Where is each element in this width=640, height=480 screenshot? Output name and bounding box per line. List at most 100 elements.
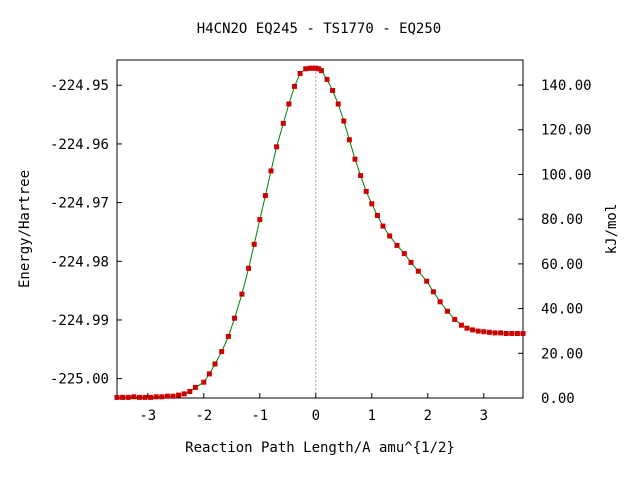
data-point: [498, 330, 504, 336]
data-point: [514, 331, 520, 336]
y2-tick-label: 100.00: [541, 167, 592, 183]
y-tick-label: -225.00: [50, 372, 109, 388]
data-point: [246, 265, 252, 271]
x-tick-label: 0: [312, 408, 320, 424]
data-point: [257, 217, 263, 223]
data-point: [239, 291, 245, 297]
y-axis-right: 140.00 120.00 100.00 80.00 60.00 40.00 20.00 0.…: [518, 78, 592, 407]
data-point: [181, 391, 187, 397]
data-point: [307, 65, 313, 71]
y-tick-label: -224.95: [50, 78, 109, 94]
x-tick-label: -3: [139, 408, 156, 424]
data-point: [206, 371, 212, 377]
y-tick-label: -224.99: [50, 313, 109, 329]
chart-title: H4CN2O EQ245 - TS1770 - EQ250: [197, 21, 441, 37]
y2-tick-label: 120.00: [541, 123, 592, 139]
data-point: [159, 394, 165, 400]
y-tick-label: -224.96: [50, 137, 109, 153]
data-point: [120, 394, 126, 400]
data-point: [374, 213, 380, 218]
data-point: [192, 384, 198, 390]
data-point: [274, 144, 280, 150]
y-axis-label-right: kJ/mol: [604, 204, 620, 255]
y-tick-label: -224.98: [50, 254, 109, 270]
data-point: [503, 331, 509, 336]
data-point: [444, 308, 450, 314]
data-point: [114, 394, 120, 400]
x-axis-label: Reaction Path Length/A amu^{1/2}: [185, 440, 455, 456]
data-point: [408, 259, 414, 265]
data-point: [486, 329, 492, 335]
data-point: [415, 268, 421, 274]
data-point: [346, 137, 352, 143]
data-point: [394, 242, 400, 248]
y2-tick-label: 20.00: [541, 346, 583, 362]
x-tick-label: -2: [195, 408, 212, 424]
data-point: [492, 330, 498, 336]
y2-tick-label: 40.00: [541, 302, 583, 318]
data-point: [303, 66, 309, 72]
data-point: [458, 322, 464, 328]
data-point: [520, 331, 526, 336]
data-point: [201, 379, 207, 385]
y2-tick-label: 60.00: [541, 257, 583, 273]
data-point: [509, 331, 515, 336]
data-point: [475, 328, 481, 334]
data-point: [251, 241, 257, 247]
y2-tick-label: 80.00: [541, 212, 583, 228]
data-point: [219, 349, 225, 355]
plot-area: [116, 59, 524, 399]
y2-tick-label: 140.00: [541, 78, 592, 94]
data-point: [225, 333, 231, 339]
energy-curve-line: [117, 67, 523, 398]
y2-tick-label: 0.00: [541, 391, 575, 407]
data-point: [464, 325, 470, 331]
data-point: [387, 233, 393, 239]
energy-curve-points: [114, 65, 526, 400]
data-point: [125, 394, 131, 400]
data-point: [153, 394, 159, 400]
data-point: [330, 88, 336, 93]
data-point: [481, 329, 487, 335]
y-axis-left: -224.95 -224.96 -224.97 -224.98 -224.99 -225.…: [50, 78, 122, 388]
data-point: [316, 66, 322, 72]
data-point: [424, 278, 430, 284]
data-point: [430, 289, 436, 295]
data-point: [297, 71, 303, 76]
data-point: [131, 394, 137, 400]
data-point: [292, 83, 297, 89]
data-point: [176, 392, 182, 398]
data-point: [280, 120, 286, 126]
data-point: [164, 393, 170, 399]
data-point: [212, 361, 218, 367]
data-point: [286, 101, 292, 107]
data-point: [324, 76, 330, 82]
data-point: [363, 188, 369, 194]
data-point: [352, 156, 358, 162]
data-point: [232, 315, 238, 321]
data-point: [401, 251, 407, 257]
data-point: [310, 65, 316, 71]
x-tick-label: 2: [424, 408, 432, 424]
y-axis-label-left: Energy/Hartree: [17, 170, 33, 288]
data-point: [187, 389, 193, 394]
data-point: [437, 299, 443, 305]
data-point: [313, 65, 319, 71]
data-point: [358, 173, 364, 179]
data-point: [470, 327, 476, 333]
data-point: [170, 393, 176, 399]
data-point: [318, 68, 324, 74]
data-point: [268, 168, 274, 174]
x-tick-label: -1: [251, 408, 268, 424]
x-tick-label: 1: [368, 408, 376, 424]
x-tick-label: 3: [480, 408, 488, 424]
data-point: [148, 394, 154, 400]
data-point: [369, 201, 375, 207]
data-point: [262, 193, 268, 199]
y-tick-label: -224.97: [50, 196, 109, 212]
data-point: [452, 316, 458, 322]
data-point: [136, 394, 142, 400]
data-point: [380, 223, 386, 229]
data-point: [341, 118, 347, 124]
data-point: [335, 101, 341, 107]
